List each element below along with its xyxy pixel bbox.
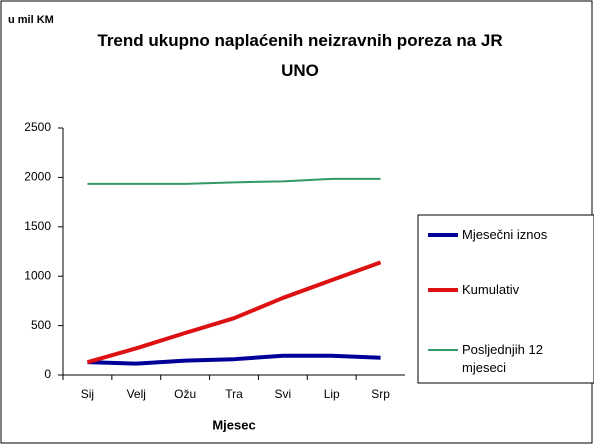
x-tick-label: Srp — [371, 387, 390, 401]
legend-label: Posljednjih 12 mjeseci — [462, 342, 543, 375]
y-tick-label: 1000 — [24, 268, 51, 282]
x-tick-label: Tra — [225, 387, 243, 401]
series-line — [87, 177, 381, 185]
legend-label: Kumulativ — [462, 282, 520, 297]
legend-item: Posljednjih 12 mjeseci — [462, 342, 543, 375]
y-tick-label: 2000 — [24, 170, 51, 184]
x-tick-label: Lip — [324, 387, 340, 401]
legend-item: Mjesečni iznos — [462, 227, 548, 242]
title-box: Trend ukupno naplaćenih neizravnih porez… — [97, 31, 503, 80]
y-tick-label: 0 — [44, 367, 51, 381]
legend-label: Mjesečni iznos — [462, 227, 548, 242]
y-axis-label: u mil KM — [8, 14, 54, 26]
x-tick-label: Velj — [127, 387, 146, 401]
y-tick-label: 500 — [31, 318, 51, 332]
series-line — [86, 260, 382, 365]
legend-item: Kumulativ — [462, 282, 520, 297]
x-axis-label: Mjesec — [212, 417, 255, 432]
x-tick-label: Svi — [275, 387, 292, 401]
y-tick-label: 1500 — [24, 219, 51, 233]
chart-title: Trend ukupno naplaćenih neizravnih porez… — [97, 31, 503, 80]
x-tick-label: Sij — [81, 387, 94, 401]
x-tick-label: Ožu — [174, 387, 196, 401]
y-tick-label: 2500 — [24, 120, 51, 134]
series-line — [87, 353, 381, 366]
legend — [417, 214, 594, 384]
